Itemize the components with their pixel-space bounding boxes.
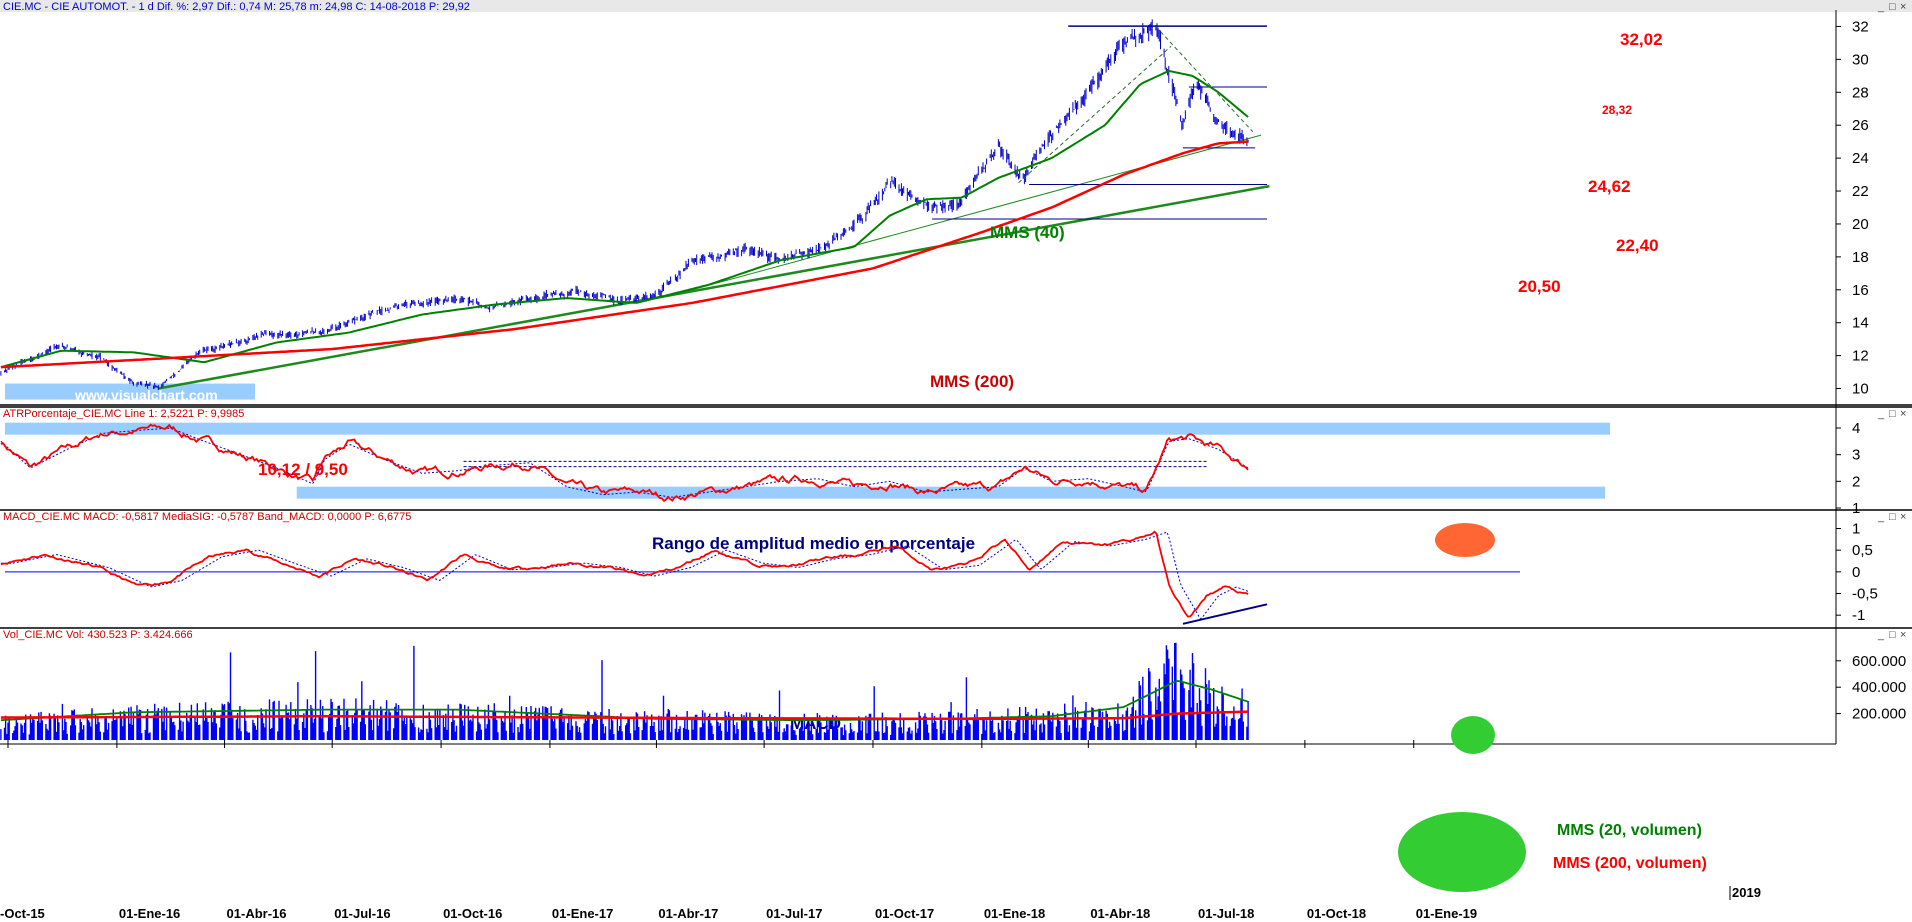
close-icon[interactable]: × (1900, 629, 1906, 641)
y-tick-label: 28 (1852, 84, 1869, 101)
y-tick-label: 14 (1852, 315, 1869, 332)
y-tick-label: 32 (1852, 18, 1869, 35)
level-2050-label: 20,50 (1518, 277, 1561, 296)
y-tick-label: 22 (1852, 183, 1869, 200)
macd-highlight (1451, 716, 1495, 754)
close-icon[interactable]: × (1900, 1, 1906, 13)
x-tick-label: 01-Oct-18 (1307, 906, 1366, 921)
y-tick-label: 4 (1852, 420, 1860, 437)
panel-header-bar (0, 510, 1912, 522)
mms200-line (0, 140, 1249, 369)
y-tick-label: 600.000 (1852, 653, 1906, 670)
macd-panel-header: MACD_CIE.MC MACD: -0,5817 MediaSIG: -0,5… (3, 511, 411, 523)
vol-mms20-label: MMS (20, volumen) (1557, 822, 1702, 839)
y-tick-label: 26 (1852, 117, 1869, 134)
x-tick-label: 01-Oct-17 (875, 906, 934, 921)
maximize-icon[interactable]: □ (1889, 408, 1896, 420)
x-tick-label: 01-Abr-16 (227, 906, 287, 921)
y-tick-label: 0 (1852, 564, 1860, 581)
y-tick-label: 12 (1852, 348, 1869, 365)
y-tick-label: 1 (1852, 500, 1860, 517)
close-icon[interactable]: × (1900, 511, 1906, 523)
x-tick-label: 01-Oct-16 (443, 906, 502, 921)
downtrend-line (1155, 26, 1254, 133)
y-tick-label: 200.000 (1852, 706, 1906, 723)
maximize-icon[interactable]: □ (1889, 1, 1896, 13)
minimize-icon[interactable]: _ (1877, 408, 1885, 420)
y-tick-label: 20 (1852, 216, 1869, 233)
level-3202-label: 32,02 (1620, 30, 1663, 49)
volume-panel-header: Vol_CIE.MC Vol: 430.523 P: 3.424.666 (3, 629, 193, 641)
mms200-label: MMS (200) (930, 372, 1014, 391)
atr-label: Rango de amplitud medio en porcentaje (652, 534, 975, 553)
support-band (5, 383, 255, 400)
trendline-thick (158, 184, 1270, 390)
x-tick-label: 01-Ene-19 (1416, 906, 1477, 921)
maximize-icon[interactable]: □ (1889, 629, 1896, 641)
y-tick-label: 1 (1852, 521, 1860, 538)
mms40-line (0, 70, 1249, 369)
x-tick-label: 01-Abr-18 (1090, 906, 1150, 921)
y-tick-label: 3 (1852, 447, 1860, 464)
vol-mms200-line (0, 710, 1249, 721)
maximize-icon[interactable]: □ (1889, 511, 1896, 523)
x-tick-label: 01-Abr-17 (658, 906, 718, 921)
x-tick-label: -Oct-15 (0, 906, 45, 921)
minimize-icon[interactable]: _ (1877, 1, 1885, 13)
panel-header-bar (0, 407, 1912, 419)
y-tick-label: 16 (1852, 282, 1869, 299)
trendline-thin (691, 134, 1262, 291)
level-2240-label: 22,40 (1616, 236, 1659, 255)
price-series (0, 19, 1249, 390)
watermark: www.visualchart.com (74, 387, 218, 403)
x-tick-label: 01-Ene-17 (552, 906, 613, 921)
panel-header-bar (0, 0, 1912, 12)
macd-line (0, 530, 1249, 618)
y-tick-label: 10 (1852, 381, 1869, 398)
x-tick-label: 01-Ene-18 (984, 906, 1045, 921)
atr-signal-line (0, 427, 1249, 498)
vol-mms20-line (0, 680, 1249, 722)
panel-header-bar (0, 628, 1912, 640)
macd-signal-line (0, 531, 1249, 620)
price-panel-header: CIE.MC - CIE AUTOMOT. - 1 d Dif. %: 2,97… (3, 1, 470, 13)
y-tick-label: 0,5 (1852, 542, 1873, 559)
minimize-icon[interactable]: _ (1877, 511, 1885, 523)
atr-highlight (1435, 523, 1495, 557)
y-tick-label: 2 (1852, 473, 1860, 490)
minimize-icon[interactable]: _ (1877, 629, 1885, 641)
y-tick-label: -0,5 (1852, 586, 1878, 603)
volume-bars (0, 642, 1249, 740)
x-tick-label: 01-Jul-16 (334, 906, 390, 921)
level-2832-label: 28,32 (1602, 103, 1632, 117)
atr-band (296, 486, 1605, 499)
atr-panel-header: ATRPorcentaje_CIE.MC Line 1: 2,5221 P: 9… (3, 408, 244, 420)
atr-band (5, 422, 1610, 435)
x-tick-label: 01-Ene-16 (119, 906, 180, 921)
volume-highlight (1398, 812, 1526, 892)
x-tick-label: 01-Jul-17 (766, 906, 822, 921)
mms40-label: MMS (40) (990, 223, 1065, 242)
vol-mms200-label: MMS (200, volumen) (1553, 855, 1707, 872)
close-icon[interactable]: × (1900, 408, 1906, 420)
level-2462-label: 24,62 (1588, 177, 1631, 196)
y-tick-label: 30 (1852, 51, 1869, 68)
y-tick-label: 24 (1852, 150, 1869, 167)
y-tick-label: -1 (1852, 607, 1865, 624)
y-tick-label: 18 (1852, 249, 1869, 266)
y-tick-label: 400.000 (1852, 679, 1906, 696)
year-2019-label: 2019 (1732, 885, 1761, 900)
level-1012-label: 10,12 / 9,50 (258, 460, 348, 479)
atr-line (0, 423, 1249, 503)
uptrend-line (1018, 45, 1172, 184)
macd-trendline (1182, 603, 1268, 625)
x-tick-label: 01-Jul-18 (1198, 906, 1254, 921)
